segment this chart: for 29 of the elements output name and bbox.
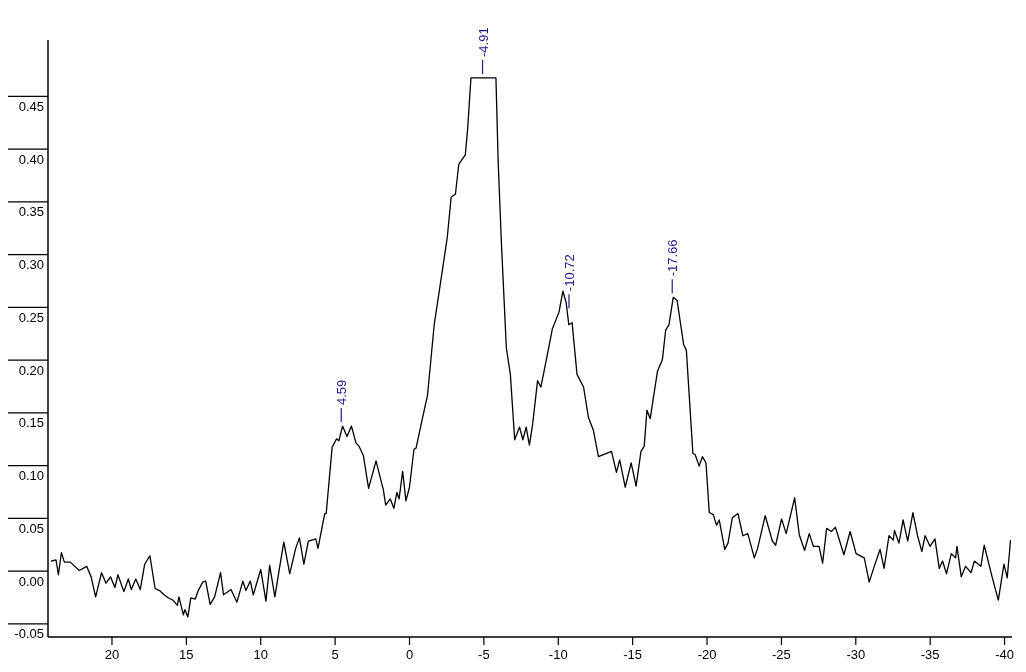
x-tick-label: -15 <box>623 647 643 662</box>
y-tick-label: 0.00 <box>18 573 44 589</box>
x-tick-label: -30 <box>846 647 866 662</box>
x-tick-label: -40 <box>995 647 1014 662</box>
line-series <box>50 77 1012 618</box>
x-tick-label: 20 <box>104 647 120 662</box>
x-tick-label: -35 <box>920 647 940 662</box>
x-tick-label: 15 <box>179 647 194 662</box>
x-tick-label: -10 <box>548 647 568 662</box>
y-tick-label: 0.45 <box>18 99 44 114</box>
x-tick-label: 0 <box>405 647 414 662</box>
y-tick-label: 0.15 <box>18 415 44 431</box>
y-tick-label: 0.05 <box>18 520 44 536</box>
y-tick-label: 0.25 <box>18 309 44 325</box>
x-tick-label: 10 <box>253 647 268 662</box>
x-tick-label: -20 <box>697 647 717 662</box>
y-tick-label: 0.20 <box>18 362 44 378</box>
annotation: 4.59 <box>334 379 350 406</box>
x-tick-label: -25 <box>772 647 791 662</box>
y-tick-label: -0.05 <box>14 626 44 642</box>
y-tick-label: 0.30 <box>18 257 44 273</box>
annotation: -4.91 <box>475 27 491 57</box>
annotation: -10.72 <box>561 254 577 292</box>
y-tick-label: 0.10 <box>18 468 44 484</box>
y-tick-label: 0.40 <box>18 151 44 167</box>
x-tick-label: -5 <box>478 647 490 662</box>
annotation: -17.66 <box>665 239 681 277</box>
x-tick-label: 5 <box>331 647 339 662</box>
y-tick-label: 0.35 <box>18 204 44 220</box>
